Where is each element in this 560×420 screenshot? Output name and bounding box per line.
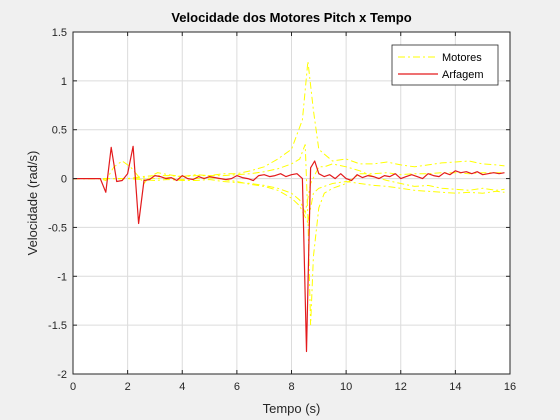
- x-tick-label: 2: [125, 381, 131, 393]
- y-tick-label: 1.5: [52, 27, 67, 39]
- y-tick-label: -1.5: [48, 320, 67, 332]
- y-tick-label: 0.5: [52, 125, 67, 137]
- x-tick-label: 8: [288, 381, 294, 393]
- y-tick-label: -1: [57, 271, 67, 283]
- x-tick-label: 0: [70, 381, 76, 393]
- y-axis-title: Velocidade (rad/s): [25, 151, 40, 256]
- legend-box: [391, 44, 499, 86]
- x-tick-label: 6: [234, 381, 240, 393]
- legend: Motores Arfagem: [391, 44, 499, 86]
- motores-line-2: [73, 144, 505, 326]
- legend-label-motores: Motores: [442, 52, 482, 64]
- x-tick-label: 4: [179, 381, 185, 393]
- x-tick-label: 10: [340, 381, 352, 393]
- x-axis-title: Tempo (s): [263, 401, 321, 416]
- series-layer: [73, 61, 505, 353]
- chart-title: Velocidade dos Motores Pitch x Tempo: [171, 10, 411, 25]
- legend-label-arfagem: Arfagem: [442, 69, 484, 81]
- motores-line-4: [73, 177, 505, 225]
- x-tick-label: 12: [395, 381, 407, 393]
- y-tick-label: 1: [61, 76, 67, 88]
- y-tick-label: -0.5: [48, 222, 67, 234]
- y-tick-label: -2: [57, 369, 67, 381]
- x-tick-label: 16: [504, 381, 516, 393]
- tick-labels: 0 2 4 6 8 10 12 14 16 -2 -1.5 -1 -0.5 0 0.5 1 1.5: [48, 27, 516, 393]
- x-tick-label: 14: [449, 381, 461, 393]
- arfagem-line: [73, 145, 505, 353]
- axis-ticks: [72, 31, 511, 375]
- y-tick-label: 0: [61, 174, 67, 186]
